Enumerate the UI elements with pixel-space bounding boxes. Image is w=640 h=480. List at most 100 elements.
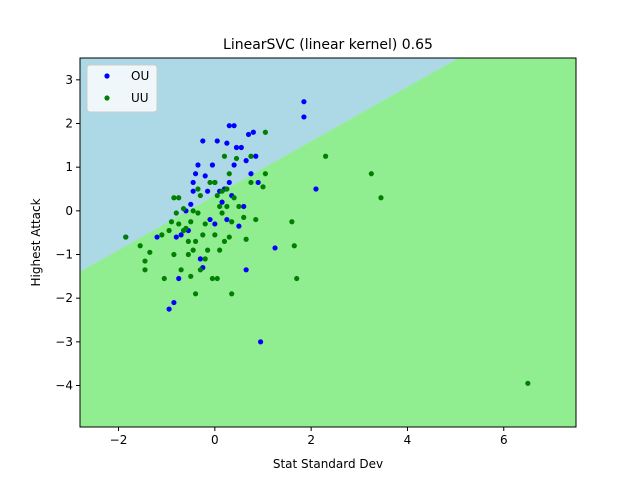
point-uu [166,227,172,234]
point-ou [301,99,307,105]
y-tick-label: 3 [65,73,73,87]
point-uu [195,210,201,216]
point-ou [200,138,206,144]
y-tick-label: −4 [55,379,73,393]
y-tick-label: 2 [65,117,73,131]
point-uu [202,221,208,227]
plot-area [80,58,576,427]
x-tick-label: 0 [211,433,219,447]
legend-marker-ou [104,73,110,79]
series-ou [123,99,319,345]
point-ou [250,129,256,135]
point-ou [224,140,230,146]
point-uu [188,219,194,225]
region-uu [80,58,576,427]
point-uu [368,171,374,177]
point-ou [176,275,182,282]
point-ou [236,223,242,229]
point-uu [226,171,232,177]
point-ou [301,114,307,120]
point-uu [243,236,249,242]
x-tick-label: 2 [307,433,315,447]
point-ou [197,256,203,262]
point-uu [221,238,228,245]
point-uu [180,206,187,212]
point-uu [260,184,266,190]
point-uu [294,275,300,282]
x-tick-label: 4 [404,433,412,447]
point-ou [226,179,232,186]
point-ou [226,123,232,129]
point-uu [248,153,254,159]
point-uu [197,192,203,199]
point-uu [248,179,254,186]
point-uu [322,153,329,159]
point-uu [188,273,194,279]
points-layer [123,99,531,386]
point-ou [248,171,254,177]
y-tick-label: 1 [65,160,73,174]
chart-title: LinearSVC (linear kernel) 0.65 [223,37,433,53]
point-uu [291,243,297,249]
point-uu [219,210,225,216]
point-uu [224,186,230,192]
decision-boundary [80,58,460,273]
point-uu [221,153,228,159]
point-ou [207,216,213,223]
point-ou [190,179,196,186]
point-uu [142,267,148,273]
point-uu [205,247,211,253]
point-uu [142,258,148,264]
series-uu [123,129,531,386]
point-uu [241,214,247,220]
legend-label-ou: OU [131,69,149,83]
point-ou [231,162,237,168]
point-uu [197,267,203,273]
point-ou [212,221,218,227]
y-tick-label: −2 [55,291,73,305]
point-uu [217,247,223,253]
plot-frame [79,57,577,428]
point-uu [289,219,295,225]
point-ou [178,232,184,238]
point-uu [192,291,199,297]
point-uu [185,251,191,258]
point-uu [229,219,235,225]
point-uu [212,179,218,186]
point-uu [161,275,167,282]
point-ou [166,306,172,312]
y-tick-label: −1 [55,248,73,262]
point-uu [171,195,177,201]
legend-box [86,64,158,113]
point-ou [313,186,319,192]
point-uu [209,275,216,282]
x-tick-label: −2 [110,433,128,447]
point-ou [243,158,249,164]
point-uu [231,195,237,201]
point-uu [123,234,129,240]
point-uu [168,219,175,225]
point-uu [173,210,179,216]
point-uu [224,203,230,210]
point-uu [202,256,208,262]
point-uu [236,203,242,210]
point-ou [241,203,247,210]
point-ou [219,199,225,205]
point-ou [231,123,237,129]
y-tick-label: −3 [55,335,73,349]
point-uu [147,249,153,255]
point-uu [207,179,213,186]
point-uu [214,275,220,282]
y-axis-label: Highest Attack [29,198,43,286]
point-ou [238,144,244,151]
legend: OU UU [86,64,158,113]
point-uu [178,267,184,273]
point-uu [200,232,206,238]
point-uu [525,380,531,386]
point-uu [192,238,199,245]
point-uu [176,221,182,227]
point-ou [173,234,179,240]
point-ou [253,153,259,159]
point-uu [226,234,232,240]
